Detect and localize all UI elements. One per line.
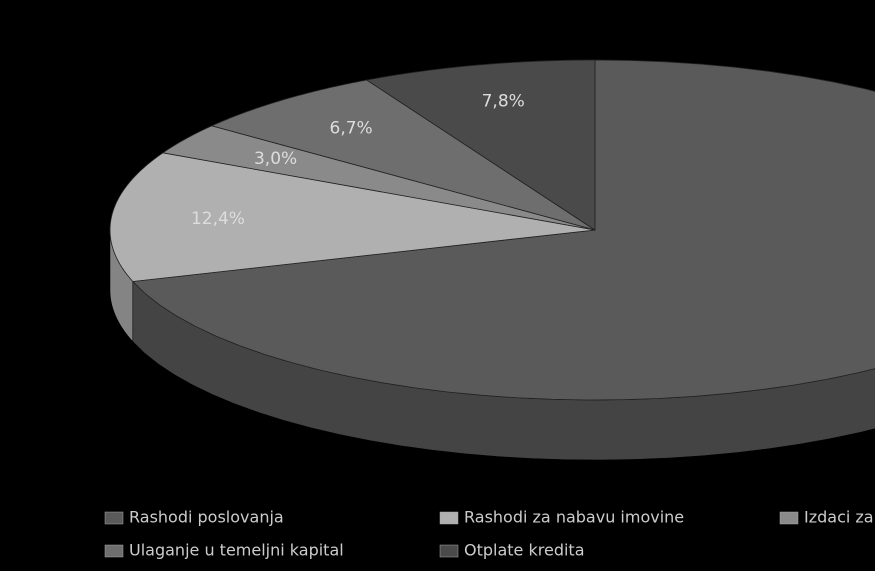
slice [161,125,596,231]
data-label: 7,8% [482,91,525,111]
legend-label: Ulaganje u temeljni kapital [129,541,344,560]
legend: Rashodi poslovanja Rashodi za nabavu imov… [104,508,874,560]
slice [109,152,596,282]
legend-label: Izdaci za [804,508,874,527]
data-label: 12,4% [191,209,245,229]
slice [131,59,875,401]
data-label: 6,7% [330,119,373,139]
legend-label: Rashodi za nabavu imovine [464,508,684,527]
legend-swatch [104,511,124,525]
pie: 12,4% 3,0% 6,7% 7,8% [109,59,875,461]
legend-swatch [439,544,459,558]
legend-swatch [439,511,459,525]
slice [365,59,596,231]
slice [210,79,596,231]
legend-label: Rashodi poslovanja [129,508,284,527]
legend-swatch [104,544,124,558]
legend-label: Otplate kredita [464,541,585,560]
data-label: 3,0% [254,149,297,169]
legend-swatch [779,511,799,525]
